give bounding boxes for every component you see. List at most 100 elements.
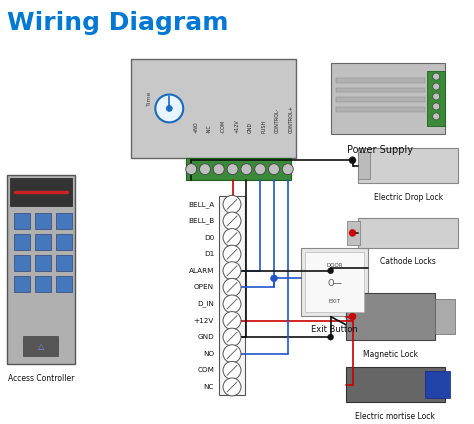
Circle shape xyxy=(223,245,241,263)
Text: O—: O— xyxy=(327,279,342,288)
Bar xyxy=(10,178,72,206)
Text: +12V: +12V xyxy=(234,120,239,133)
Bar xyxy=(35,255,51,271)
Circle shape xyxy=(223,378,241,396)
Circle shape xyxy=(349,313,356,320)
Circle shape xyxy=(213,164,224,175)
Circle shape xyxy=(433,83,440,90)
Text: +12V: +12V xyxy=(194,318,214,324)
Bar xyxy=(186,158,291,180)
Circle shape xyxy=(433,73,440,80)
Text: Magnetic Lock: Magnetic Lock xyxy=(363,350,418,359)
Bar xyxy=(7,175,75,364)
Text: NO: NO xyxy=(203,351,214,357)
Text: NC: NC xyxy=(204,384,214,390)
Bar xyxy=(35,234,51,250)
Text: △: △ xyxy=(37,342,44,351)
Bar xyxy=(358,218,458,248)
Text: -COM: -COM xyxy=(221,120,226,133)
Text: GND: GND xyxy=(248,122,253,133)
Bar xyxy=(346,293,435,340)
Text: Access Controller: Access Controller xyxy=(8,374,74,383)
Text: COM: COM xyxy=(197,367,214,374)
Bar xyxy=(346,221,360,245)
Circle shape xyxy=(223,345,241,363)
Bar xyxy=(219,196,245,395)
Text: Power Supply: Power Supply xyxy=(347,145,413,155)
Text: D0: D0 xyxy=(204,234,214,240)
Bar xyxy=(56,213,72,229)
Text: -NC: -NC xyxy=(207,125,212,133)
Circle shape xyxy=(268,164,280,175)
Text: D_IN: D_IN xyxy=(197,301,214,307)
Text: ALARM: ALARM xyxy=(189,268,214,274)
Bar xyxy=(358,148,458,183)
Bar xyxy=(14,276,30,292)
Circle shape xyxy=(223,295,241,313)
Bar xyxy=(14,234,30,250)
Bar xyxy=(56,255,72,271)
Text: D1: D1 xyxy=(204,251,214,257)
Circle shape xyxy=(328,268,334,274)
Circle shape xyxy=(433,113,440,120)
Bar xyxy=(301,248,368,315)
Bar xyxy=(425,371,450,398)
Text: GND: GND xyxy=(197,334,214,340)
Text: DOOR: DOOR xyxy=(326,263,343,268)
Text: BELL_B: BELL_B xyxy=(188,218,214,224)
Bar xyxy=(336,78,425,83)
Text: CONTROL+: CONTROL+ xyxy=(288,106,293,133)
Text: Electric Drop Lock: Electric Drop Lock xyxy=(374,192,443,201)
Bar xyxy=(346,367,445,402)
Circle shape xyxy=(241,164,252,175)
Text: PUSH: PUSH xyxy=(261,120,266,133)
Bar xyxy=(336,87,425,92)
Circle shape xyxy=(349,157,356,164)
Bar xyxy=(330,63,445,134)
Circle shape xyxy=(223,262,241,280)
Bar xyxy=(56,234,72,250)
Bar xyxy=(336,98,425,103)
Bar xyxy=(427,70,445,126)
Bar xyxy=(56,276,72,292)
Circle shape xyxy=(200,164,210,175)
Circle shape xyxy=(433,103,440,110)
Circle shape xyxy=(223,229,241,246)
Circle shape xyxy=(328,334,334,340)
Circle shape xyxy=(223,312,241,329)
Text: EXIT: EXIT xyxy=(328,299,341,304)
Bar xyxy=(35,276,51,292)
Text: OPEN: OPEN xyxy=(194,285,214,290)
Bar xyxy=(305,252,365,312)
Circle shape xyxy=(155,95,183,123)
Text: Wiring Diagram: Wiring Diagram xyxy=(7,11,228,35)
Circle shape xyxy=(223,328,241,346)
Bar xyxy=(131,59,296,158)
Bar xyxy=(35,213,51,229)
Bar xyxy=(14,213,30,229)
Circle shape xyxy=(255,164,265,175)
Circle shape xyxy=(283,164,293,175)
Text: Exit Button: Exit Button xyxy=(311,325,358,334)
Circle shape xyxy=(271,275,277,282)
Bar xyxy=(336,107,425,112)
Bar xyxy=(435,298,455,335)
Circle shape xyxy=(227,164,238,175)
Circle shape xyxy=(223,212,241,230)
Bar xyxy=(14,255,30,271)
Circle shape xyxy=(223,279,241,296)
Bar xyxy=(358,152,371,179)
Circle shape xyxy=(349,229,356,237)
Bar xyxy=(23,337,58,357)
Text: Electric mortise Lock: Electric mortise Lock xyxy=(356,412,435,421)
Circle shape xyxy=(223,195,241,213)
Text: Cathode Locks: Cathode Locks xyxy=(380,257,436,266)
Text: +NO: +NO xyxy=(194,122,199,133)
Text: BELL_A: BELL_A xyxy=(188,201,214,208)
Text: CONTROL-: CONTROL- xyxy=(275,108,280,133)
Circle shape xyxy=(186,164,197,175)
Circle shape xyxy=(166,106,172,112)
Text: Time: Time xyxy=(147,91,152,106)
Circle shape xyxy=(433,93,440,100)
Circle shape xyxy=(223,361,241,379)
